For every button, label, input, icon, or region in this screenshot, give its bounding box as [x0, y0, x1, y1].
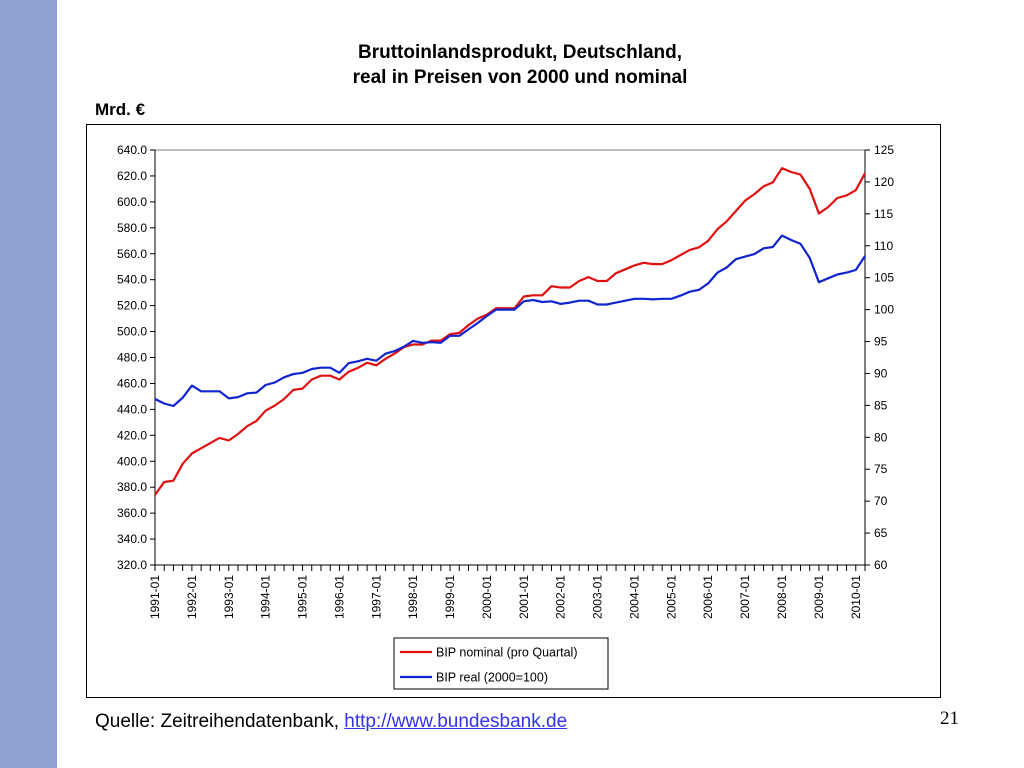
plot-area: [154, 149, 866, 566]
x-tick-label: 1994-01: [259, 575, 273, 619]
right-tick-label: 65: [874, 526, 888, 540]
x-tick-label: 2007-01: [738, 575, 752, 619]
left-tick-label: 440.0: [117, 402, 147, 416]
x-tick-label: 1997-01: [369, 575, 383, 619]
slide-side-bar: [0, 0, 57, 768]
left-tick-label: 580.0: [117, 221, 147, 235]
left-tick-label: 560.0: [117, 247, 147, 261]
right-tick-label: 85: [874, 398, 888, 412]
left-tick-label: 480.0: [117, 351, 147, 365]
left-tick-label: 320.0: [117, 558, 147, 572]
chart-title: Bruttoinlandsprodukt, Deutschland, real …: [180, 40, 860, 90]
legend-label: BIP real (2000=100): [436, 671, 548, 685]
left-tick-label: 360.0: [117, 506, 147, 520]
x-tick-label: 1996-01: [332, 575, 346, 619]
x-tick-label: 1999-01: [443, 575, 457, 619]
left-tick-label: 600.0: [117, 195, 147, 209]
source-link[interactable]: http://www.bundesbank.de: [344, 711, 568, 732]
legend-label: BIP nominal (pro Quartal): [436, 646, 578, 660]
right-tick-label: 100: [874, 303, 894, 317]
x-tick-label: 2008-01: [775, 575, 789, 619]
source-prefix: Quelle: Zeitreihendatenbank,: [95, 711, 345, 732]
right-tick-label: 105: [874, 271, 894, 285]
x-tick-label: 1991-01: [148, 575, 162, 619]
right-tick-label: 80: [874, 430, 888, 444]
right-tick-label: 120: [874, 175, 894, 189]
right-tick-label: 70: [874, 494, 888, 508]
x-tick-label: 1993-01: [222, 575, 236, 619]
right-tick-label: 125: [874, 143, 894, 157]
x-tick-label: 2005-01: [664, 575, 678, 619]
left-tick-label: 460.0: [117, 376, 147, 390]
x-tick-label: 2000-01: [480, 575, 494, 619]
left-tick-label: 640.0: [117, 143, 147, 157]
x-tick-label: 2010-01: [849, 575, 863, 619]
x-tick-label: 2001-01: [517, 575, 531, 619]
x-tick-label: 2003-01: [591, 575, 605, 619]
x-tick-label: 2009-01: [812, 575, 826, 619]
x-tick-label: 1995-01: [296, 575, 310, 619]
right-tick-label: 115: [874, 207, 893, 221]
page-number: 21: [940, 708, 959, 729]
left-tick-label: 540.0: [117, 273, 147, 287]
legend-box: [393, 637, 609, 690]
series-line-nominal: [154, 167, 866, 496]
right-tick-label: 95: [874, 335, 888, 349]
x-tick-label: 2006-01: [701, 575, 715, 619]
left-tick-label: 340.0: [117, 532, 147, 546]
x-tick-label: 1992-01: [185, 575, 199, 619]
unit-label: Mrd. €: [95, 100, 146, 119]
left-tick-label: 620.0: [117, 169, 147, 183]
chart-title-line-2: real in Preisen von 2000 und nominal: [352, 67, 688, 88]
x-tick-label: 1998-01: [406, 575, 420, 619]
line-chart: 640.0 620.0 600.0 580.0 560.0 540.0 520.0 500.0…: [117, 143, 894, 690]
chart-frame: 640.0 620.0 600.0 580.0 560.0 540.0 520.0 500.0…: [86, 124, 941, 698]
right-tick-label: 75: [874, 462, 888, 476]
x-tick-label: 2004-01: [627, 575, 641, 619]
left-tick-label: 420.0: [117, 428, 147, 442]
right-tick-label: 110: [874, 239, 893, 253]
source-line: Quelle: Zeitreihendatenbank, http://www.…: [95, 711, 567, 733]
series-line-real: [154, 234, 866, 408]
right-tick-label: 90: [874, 366, 888, 380]
left-tick-label: 400.0: [117, 454, 147, 468]
left-tick-label: 520.0: [117, 299, 147, 313]
chart-title-line-1: Bruttoinlandsprodukt, Deutschland,: [357, 42, 683, 63]
right-tick-label: 60: [874, 558, 888, 572]
x-tick-label: 2002-01: [554, 575, 568, 619]
left-tick-label: 380.0: [117, 480, 147, 494]
left-tick-label: 500.0: [117, 325, 147, 339]
